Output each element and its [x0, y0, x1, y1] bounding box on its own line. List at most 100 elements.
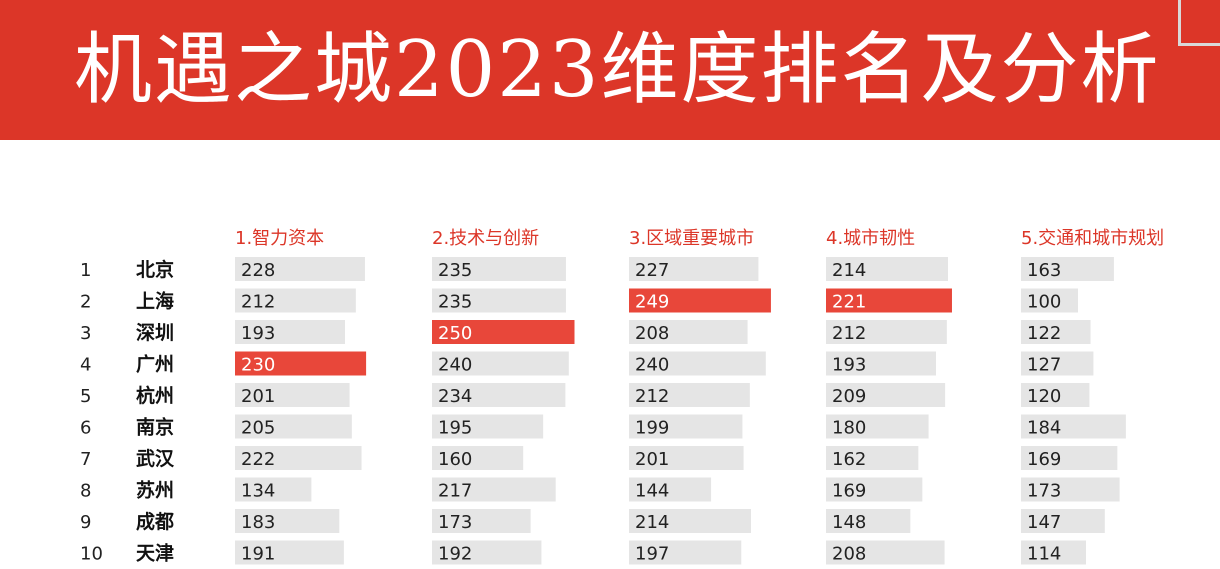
bar-highlight — [826, 288, 952, 313]
value-label: 183 — [241, 512, 275, 533]
value-label: 144 — [635, 481, 669, 502]
value-label: 208 — [832, 544, 866, 565]
bar — [1021, 320, 1091, 344]
bar — [235, 540, 344, 565]
bar — [826, 446, 919, 470]
value-label: 180 — [832, 418, 866, 439]
city-label: 深圳 — [136, 321, 174, 344]
column-header: 4.城市韧性 — [826, 228, 915, 249]
value-label: 201 — [635, 449, 669, 470]
bar — [629, 540, 742, 565]
value-label: 209 — [832, 386, 866, 407]
rank-label: 7 — [80, 449, 91, 470]
bar — [826, 320, 947, 344]
value-label: 227 — [635, 260, 669, 281]
city-label: 武汉 — [136, 448, 175, 470]
value-label: 127 — [1027, 355, 1061, 376]
bar — [235, 477, 312, 502]
value-label: 240 — [438, 355, 472, 376]
value-label: 235 — [438, 260, 472, 281]
value-label: 122 — [1027, 323, 1061, 344]
value-label: 205 — [241, 418, 275, 439]
city-label: 广州 — [136, 353, 174, 376]
value-label: 208 — [635, 323, 669, 344]
city-label: 天津 — [136, 542, 174, 565]
bar — [235, 383, 350, 407]
city-label: 苏州 — [136, 479, 174, 502]
page-title: 机遇之城2023维度排名及分析 — [74, 25, 1161, 115]
value-label: 212 — [635, 386, 669, 407]
bar — [235, 320, 346, 344]
bar — [629, 509, 751, 533]
value-label: 195 — [438, 418, 472, 439]
bar — [432, 446, 524, 470]
value-label: 134 — [241, 481, 275, 502]
value-label: 235 — [438, 292, 472, 313]
city-label: 北京 — [136, 258, 174, 281]
rank-label: 3 — [80, 323, 91, 344]
bar — [629, 446, 744, 470]
bar — [629, 257, 759, 281]
rank-label: 4 — [80, 355, 91, 376]
value-label: 192 — [438, 544, 472, 565]
value-label: 230 — [241, 355, 275, 376]
value-label: 250 — [438, 323, 472, 344]
bar — [826, 257, 948, 281]
value-label: 221 — [832, 292, 866, 313]
value-label: 201 — [241, 386, 275, 407]
city-label: 成都 — [136, 510, 174, 533]
bar — [826, 383, 946, 407]
column-header: 2.技术与创新 — [432, 228, 539, 249]
bar-highlight — [629, 288, 771, 313]
bar — [1021, 351, 1094, 376]
value-label: 193 — [832, 355, 866, 376]
rank-label: 6 — [80, 418, 91, 439]
value-label: 184 — [1027, 418, 1061, 439]
value-label: 212 — [241, 292, 275, 313]
value-label: 169 — [1027, 449, 1061, 470]
bar — [235, 288, 356, 313]
bar — [629, 383, 750, 407]
value-label: 240 — [635, 355, 669, 376]
value-label: 228 — [241, 260, 275, 281]
value-label: 162 — [832, 449, 866, 470]
value-label: 191 — [241, 544, 275, 565]
value-label: 193 — [241, 323, 275, 344]
value-label: 197 — [635, 544, 669, 565]
rank-label: 2 — [80, 292, 91, 313]
rank-label: 1 — [80, 260, 91, 281]
value-label: 163 — [1027, 260, 1061, 281]
bar — [235, 414, 352, 439]
value-label: 249 — [635, 292, 669, 313]
bar — [432, 540, 542, 565]
bar — [432, 414, 544, 439]
bar — [826, 509, 911, 533]
rank-label: 8 — [80, 481, 91, 502]
bar-highlight — [235, 351, 367, 376]
value-label: 173 — [438, 512, 472, 533]
bar — [432, 477, 556, 502]
bar — [1021, 288, 1078, 313]
bar — [432, 509, 531, 533]
column-header: 3.区域重要城市 — [629, 228, 754, 249]
value-label: 212 — [832, 323, 866, 344]
value-label: 114 — [1027, 544, 1061, 565]
rank-label: 5 — [80, 386, 91, 407]
bar-highlight — [432, 320, 575, 344]
bar — [235, 257, 365, 281]
bar — [432, 351, 569, 376]
value-label: 169 — [832, 481, 866, 502]
value-label: 214 — [832, 260, 866, 281]
bar — [432, 257, 566, 281]
column-header: 5.交通和城市规划 — [1021, 228, 1164, 249]
bar — [629, 320, 748, 344]
bar — [235, 446, 362, 470]
rank-label: 9 — [80, 512, 91, 533]
bar — [432, 383, 566, 407]
value-label: 147 — [1027, 512, 1061, 533]
value-label: 214 — [635, 512, 669, 533]
value-label: 234 — [438, 386, 472, 407]
city-label: 杭州 — [136, 384, 174, 407]
column-header: 1.智力资本 — [235, 228, 324, 249]
